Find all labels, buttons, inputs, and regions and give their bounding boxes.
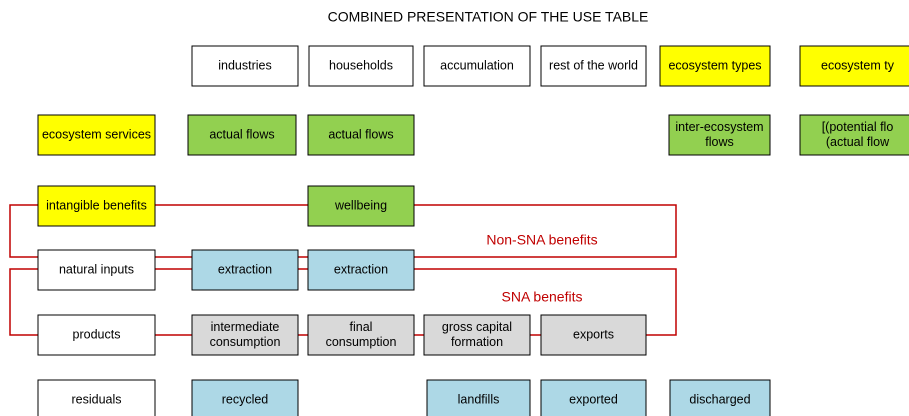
node-box	[191, 379, 299, 416]
node-label: ecosystem types	[668, 58, 761, 72]
node-label: consumption	[210, 335, 281, 349]
nodes: industries households accumulation rest of …	[37, 45, 909, 416]
node-label: intermediate	[211, 320, 280, 334]
node-label: natural inputs	[59, 262, 134, 276]
node-label: exports	[573, 327, 614, 341]
node-box	[423, 45, 531, 87]
node-box	[423, 314, 531, 356]
node-label: gross capital	[442, 320, 512, 334]
node-label: flows	[705, 135, 733, 149]
node-label: discharged	[689, 392, 750, 406]
node-box	[307, 114, 415, 156]
node-box	[307, 185, 415, 227]
node-label: landfills	[458, 392, 500, 406]
node-label: extraction	[334, 262, 388, 276]
node-box	[540, 314, 647, 356]
node-label: wellbeing	[334, 198, 387, 212]
diagram-title: COMBINED PRESENTATION OF THE USE TABLE	[328, 9, 649, 25]
node-label: ecosystem services	[42, 127, 151, 141]
node-box	[540, 45, 647, 87]
node-label: ecosystem ty	[821, 58, 895, 72]
node-label: actual flows	[209, 127, 274, 141]
node-box	[307, 249, 415, 291]
node-label: extraction	[218, 262, 272, 276]
node-box	[191, 249, 299, 291]
node-box	[540, 379, 647, 416]
node-label: intangible benefits	[46, 198, 147, 212]
node-box	[799, 114, 909, 156]
node-box	[37, 185, 156, 227]
node-label: residuals	[71, 392, 121, 406]
node-box	[659, 45, 771, 87]
node-label: rest of the world	[549, 58, 638, 72]
node-label: recycled	[222, 392, 269, 406]
node-box	[37, 314, 156, 356]
node-box	[37, 114, 156, 156]
node-box	[669, 379, 771, 416]
node-box	[799, 45, 909, 87]
node-box	[37, 379, 156, 416]
region-label: SNA benefits	[502, 289, 583, 305]
node-box	[426, 379, 531, 416]
node-label: consumption	[326, 335, 397, 349]
node-label: (actual flow	[826, 135, 890, 149]
node-box	[187, 114, 297, 156]
region-label: Non-SNA benefits	[486, 232, 597, 248]
node-box	[307, 314, 415, 356]
node-label: industries	[218, 58, 272, 72]
node-label: households	[329, 58, 393, 72]
node-label: inter-ecosystem	[675, 120, 763, 134]
node-label: actual flows	[328, 127, 393, 141]
node-box	[668, 114, 771, 156]
node-box	[308, 45, 414, 87]
node-label: formation	[451, 335, 503, 349]
node-label: products	[73, 327, 121, 341]
node-box	[37, 249, 156, 291]
node-label: final	[350, 320, 373, 334]
node-label: [(potential flo	[822, 120, 894, 134]
node-box	[191, 314, 299, 356]
node-box	[191, 45, 299, 87]
node-label: exported	[569, 392, 618, 406]
node-label: accumulation	[440, 58, 514, 72]
